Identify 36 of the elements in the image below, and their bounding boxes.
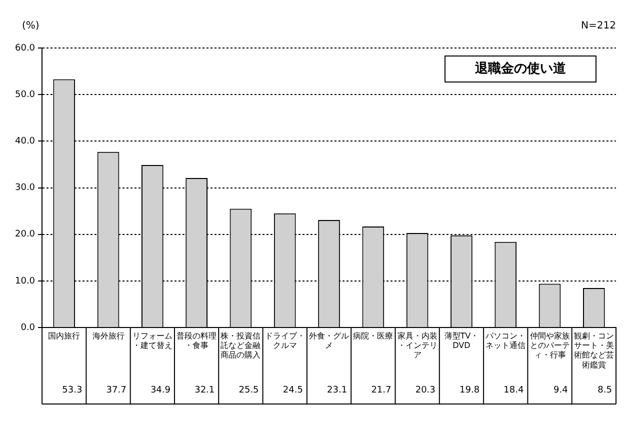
data-label: 24.5 <box>282 385 303 396</box>
x-tick-label: 薄型TV・DVD <box>444 331 479 350</box>
text: N=212 <box>581 20 616 32</box>
data-label: 25.5 <box>238 385 259 396</box>
y-axis-title: (%) <box>22 20 40 32</box>
y-tick-label: 50.0 <box>14 90 36 100</box>
y-tick-label: 0.0 <box>20 322 36 333</box>
x-tick-label: 家具・内装・インテリア <box>397 331 438 360</box>
data-label: 19.8 <box>460 385 480 396</box>
data-label: 9.4 <box>554 385 568 396</box>
data-label: 37.7 <box>106 385 126 396</box>
x-tick-label: 病院・医療 <box>353 331 394 340</box>
y-tick-label: 60.0 <box>14 43 36 54</box>
x-tick-label: パソコン・ネット通信 <box>484 331 526 350</box>
x-tick-label: 普段の料理・食事 <box>176 331 217 350</box>
y-tick-label: 20.0 <box>14 230 36 240</box>
data-label: 21.7 <box>371 385 392 396</box>
y-tick-label: 10.0 <box>14 276 36 286</box>
x-tick-label: 観劇・コンサート・美術館など芸術鑑賞 <box>574 331 614 370</box>
x-tick-label: 国内旅行 <box>48 331 80 340</box>
x-tick-label: 海外旅行 <box>92 331 124 340</box>
x-tick-label: 仲間や家族とのパーティ・行事 <box>530 331 570 360</box>
y-tick-label: 30.0 <box>14 183 36 194</box>
data-label: 53.3 <box>62 385 82 396</box>
data-label: 8.5 <box>598 385 612 396</box>
data-label: 20.3 <box>415 385 436 396</box>
data-label: 32.1 <box>194 385 215 396</box>
x-tick-label: ドライブ・クルマ <box>264 331 305 350</box>
data-label: 18.4 <box>504 385 524 396</box>
data-label: 23.1 <box>327 385 348 396</box>
data-label: 34.9 <box>150 385 171 396</box>
x-tick-label: リフォーム・建て替え <box>132 331 172 350</box>
x-tick-label: 株・投資信託など金融商品の購入 <box>220 331 261 360</box>
y-tick-label: 40.0 <box>14 136 36 147</box>
x-tick-label: 外食・グルメ <box>309 331 350 350</box>
text: 退職金の使い道 <box>474 60 567 76</box>
